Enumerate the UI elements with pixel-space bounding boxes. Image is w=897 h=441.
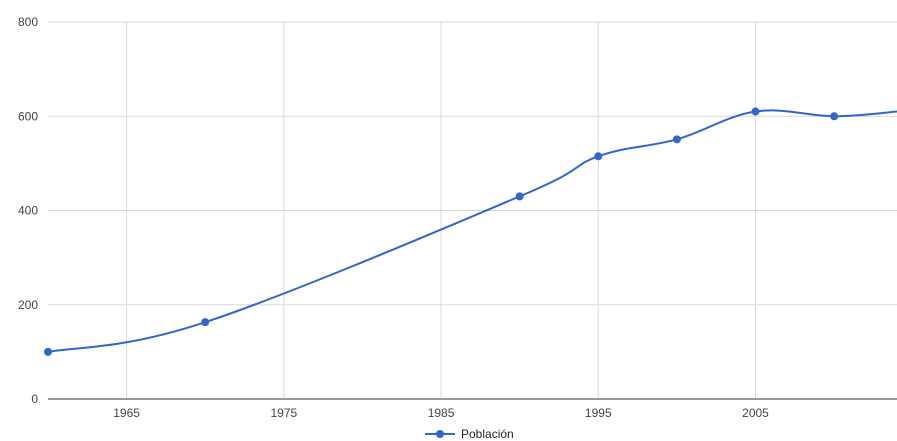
y-tick-label: 400 [18, 204, 38, 218]
x-tick-label: 1965 [113, 406, 140, 420]
y-tick-label: 800 [18, 15, 38, 29]
legend[interactable]: Población [425, 427, 514, 441]
x-tick-label: 1975 [270, 406, 297, 420]
x-tick-label: 2005 [742, 406, 769, 420]
data-point-1960[interactable] [44, 347, 52, 356]
data-point-1995[interactable] [594, 152, 603, 161]
y-tick-label: 0 [31, 392, 38, 406]
series-layer [44, 107, 897, 356]
data-point-2010[interactable] [830, 112, 839, 121]
legend-marker-swatch [436, 430, 444, 438]
data-point-2005[interactable] [751, 107, 760, 116]
series-line-poblacion [47, 109, 897, 353]
grid-lines [48, 21, 897, 399]
data-point-1970[interactable] [201, 318, 210, 327]
tick-labels: 0 200 400 600 800 1965 1975 1985 1995 2005 [18, 15, 769, 420]
data-point-1990[interactable] [515, 192, 524, 201]
x-tick-label: 1995 [585, 406, 612, 420]
x-tick-label: 1985 [428, 406, 455, 420]
y-tick-label: 600 [18, 109, 38, 123]
data-point-2000[interactable] [672, 135, 681, 144]
legend-label: Población [461, 427, 514, 441]
y-tick-label: 200 [18, 298, 38, 312]
